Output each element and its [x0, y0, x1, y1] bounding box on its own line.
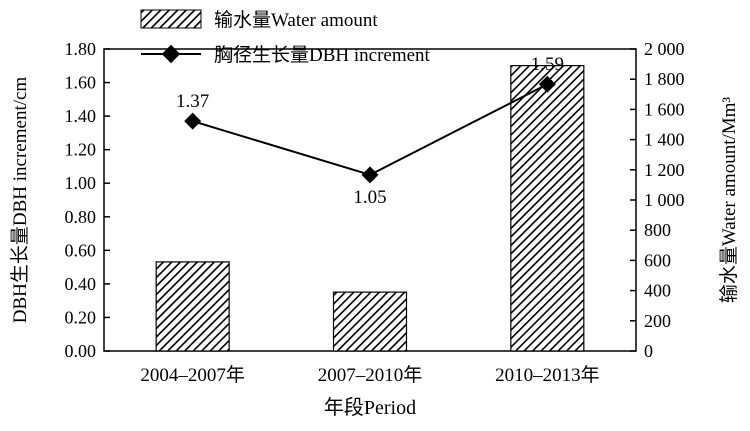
- x-tick-label: 2004–2007年: [140, 364, 245, 386]
- bars: [155, 65, 585, 352]
- left-tick-label: 0.80: [65, 207, 97, 227]
- dbh-line: [192, 83, 548, 176]
- legend-marker-swatch: [161, 44, 181, 64]
- right-axis-title: 输水量Water amount/Mm³: [718, 97, 740, 304]
- left-tick-label: 0.40: [65, 274, 97, 294]
- legend-item-line: 胸径生长量DBH increment: [141, 44, 431, 66]
- right-tick-label: 0: [644, 341, 653, 361]
- line-series: 1.37 1.05 1.59: [176, 54, 564, 208]
- x-tick-label: 2007–2010年: [318, 364, 423, 386]
- left-tick-label: 0.20: [65, 307, 97, 327]
- left-tick-label: 1.40: [65, 106, 97, 126]
- left-axis: 0.00 0.20 0.40 0.60 0.80 1.00 1.20 1.40 1.60 1.80: [65, 39, 110, 361]
- right-tick-label: 1 800: [644, 69, 685, 89]
- right-tick-label: 600: [644, 250, 671, 270]
- x-tick-label: 2010–2013年: [495, 364, 600, 386]
- legend-bar-swatch: [140, 9, 202, 29]
- left-axis-title: DBH生长量DBH increment/cm: [9, 77, 31, 324]
- line-marker: [538, 75, 556, 93]
- right-tick-label: 2 000: [644, 39, 685, 59]
- right-tick-label: 400: [644, 281, 671, 301]
- left-tick-label: 0.60: [65, 240, 97, 260]
- data-label: 1.37: [176, 91, 209, 112]
- left-tick-label: 1.80: [65, 39, 97, 59]
- right-axis: 0 200 400 600 800 1 000 1 200 1 400 1 600 1 800 2 …: [630, 39, 685, 361]
- left-tick-label: 1.60: [65, 73, 97, 93]
- legend: 输水量Water amount 胸径生长量DBH increment: [140, 9, 431, 66]
- legend-bar-label: 输水量Water amount: [214, 9, 378, 31]
- line-marker: [184, 112, 202, 130]
- left-tick-label: 1.00: [65, 173, 97, 193]
- bar: [332, 291, 408, 352]
- right-tick-label: 200: [644, 311, 671, 331]
- left-tick-label: 0.00: [65, 341, 97, 361]
- bar: [155, 261, 230, 352]
- bar: [510, 65, 585, 352]
- data-label: 1.59: [531, 54, 564, 75]
- legend-item-bar: 输水量Water amount: [140, 9, 378, 31]
- right-tick-label: 1 200: [644, 160, 685, 180]
- right-tick-label: 1 000: [644, 190, 685, 210]
- x-axis: 2004–2007年 2007–2010年 2010–2013年: [140, 364, 599, 386]
- right-tick-label: 1 600: [644, 99, 685, 119]
- right-tick-label: 1 400: [644, 130, 685, 150]
- right-tick-label: 800: [644, 220, 671, 240]
- data-label: 1.05: [353, 187, 386, 208]
- legend-line-label: 胸径生长量DBH increment: [214, 44, 431, 66]
- line-marker: [361, 166, 379, 184]
- left-tick-label: 1.20: [65, 140, 97, 160]
- x-axis-title: 年段Period: [324, 396, 416, 419]
